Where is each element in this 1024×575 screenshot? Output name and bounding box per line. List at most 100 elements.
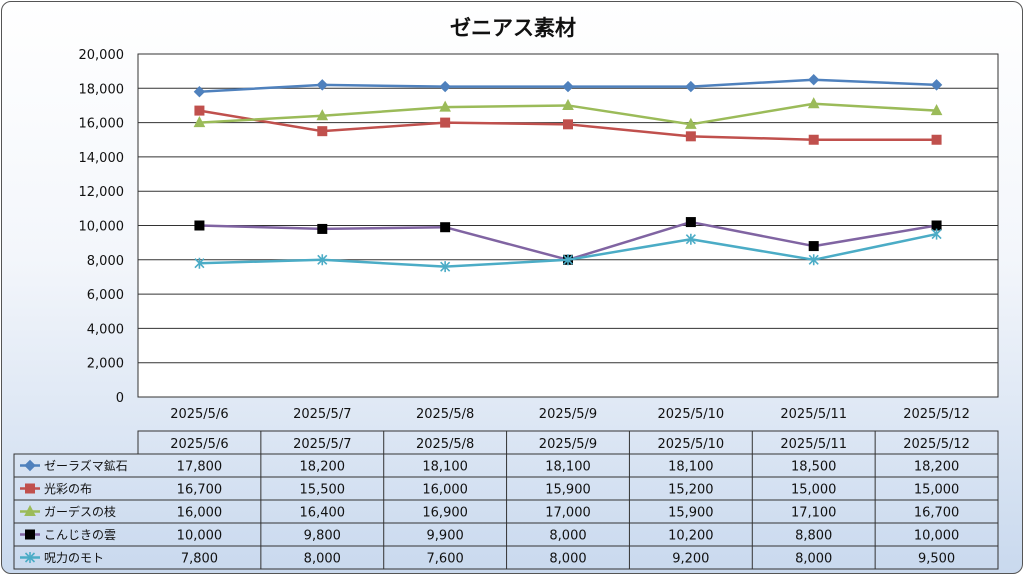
table-cell: 8,000 bbox=[549, 529, 586, 544]
table-header-cell: 2025/5/12 bbox=[903, 437, 970, 452]
data-point bbox=[931, 228, 942, 240]
data-point bbox=[808, 134, 819, 145]
data-point bbox=[808, 254, 819, 266]
series-1 bbox=[193, 74, 943, 98]
data-point bbox=[685, 217, 696, 228]
table-cell: 16,000 bbox=[177, 506, 223, 521]
table-cell: 16,900 bbox=[422, 506, 468, 521]
data-point bbox=[193, 86, 206, 98]
series-name: 光彩の布 bbox=[44, 482, 92, 496]
table-cell: 15,500 bbox=[300, 483, 346, 498]
table-cell: 18,100 bbox=[668, 460, 714, 475]
series-name: 呪力のモト bbox=[44, 551, 104, 565]
series-name: こんじきの雲 bbox=[44, 528, 116, 542]
data-point bbox=[563, 119, 573, 130]
legend-key bbox=[20, 483, 40, 494]
y-tick-label: 2,000 bbox=[87, 357, 124, 372]
series-5 bbox=[194, 228, 942, 273]
table-cell: 18,100 bbox=[422, 460, 468, 475]
table-cell: 16,400 bbox=[300, 506, 346, 521]
table-cell: 7,600 bbox=[427, 552, 464, 567]
legend-key bbox=[20, 552, 40, 563]
x-tick-label: 2025/5/9 bbox=[539, 407, 597, 422]
data-point bbox=[807, 97, 820, 109]
series-name: ガーデスの枝 bbox=[44, 504, 116, 519]
table-cell: 16,000 bbox=[422, 483, 468, 498]
table-cell: 15,900 bbox=[545, 483, 591, 498]
data-point bbox=[562, 98, 574, 110]
data-point bbox=[439, 100, 451, 112]
table-header-cell: 2025/5/11 bbox=[780, 437, 847, 452]
x-tick-label: 2025/5/11 bbox=[780, 407, 847, 422]
table-cell: 8,000 bbox=[304, 552, 341, 567]
table-header-cell: 2025/5/8 bbox=[416, 437, 474, 452]
data-point bbox=[685, 233, 696, 245]
data-point bbox=[685, 80, 697, 93]
table-header-cell: 2025/5/7 bbox=[293, 437, 351, 452]
y-tick-label: 16,000 bbox=[79, 117, 125, 132]
legend-key bbox=[20, 459, 40, 472]
data-point bbox=[317, 126, 328, 137]
y-tick-label: 20,000 bbox=[79, 48, 125, 63]
data-point bbox=[193, 116, 206, 128]
data-point bbox=[439, 80, 451, 93]
y-tick-label: 14,000 bbox=[79, 151, 125, 166]
y-tick-label: 6,000 bbox=[87, 288, 124, 303]
y-tick-label: 8,000 bbox=[87, 254, 124, 269]
table-cell: 18,100 bbox=[545, 460, 591, 475]
table-cell: 15,000 bbox=[914, 483, 960, 498]
x-tick-label: 2025/5/8 bbox=[416, 407, 474, 422]
data-point bbox=[440, 261, 451, 273]
table-cell: 9,900 bbox=[427, 529, 464, 544]
data-point bbox=[808, 241, 819, 252]
data-point bbox=[24, 459, 36, 472]
legend-key bbox=[20, 504, 40, 516]
data-point bbox=[25, 529, 35, 540]
table-cell: 9,200 bbox=[672, 552, 709, 567]
y-tick-label: 4,000 bbox=[87, 322, 124, 337]
table-cell: 10,000 bbox=[914, 529, 960, 544]
table-cell: 7,800 bbox=[181, 552, 218, 567]
table-cell: 10,200 bbox=[668, 529, 714, 544]
data-point bbox=[194, 105, 205, 116]
x-tick-label: 2025/5/6 bbox=[170, 407, 228, 422]
table-cell: 17,000 bbox=[545, 506, 591, 521]
data-point bbox=[685, 117, 697, 129]
table-cell: 18,500 bbox=[791, 460, 837, 475]
series-3 bbox=[193, 97, 943, 129]
table-cell: 8,000 bbox=[795, 552, 832, 567]
data-point bbox=[317, 254, 328, 266]
table-header-cell: 2025/5/9 bbox=[539, 437, 597, 452]
table-cell: 15,200 bbox=[668, 483, 714, 498]
y-tick-label: 10,000 bbox=[79, 220, 125, 235]
table-header-cell: 2025/5/6 bbox=[170, 437, 228, 452]
chart-title: ゼニアス素材 bbox=[450, 16, 576, 40]
data-table: 2025/5/6 2025/5/7 2025/5/8 2025/5/9 2025/5/1… bbox=[13, 430, 999, 570]
data-point bbox=[930, 79, 943, 91]
x-tick-label: 2025/5/10 bbox=[658, 407, 725, 422]
data-point bbox=[25, 483, 35, 494]
table-cell: 17,100 bbox=[791, 506, 837, 521]
data-point bbox=[562, 254, 574, 266]
y-tick-label: 0 bbox=[116, 391, 124, 406]
data-point bbox=[440, 222, 451, 233]
table-cell: 8,800 bbox=[795, 529, 832, 544]
x-tick-label: 2025/5/12 bbox=[903, 407, 970, 422]
data-point bbox=[685, 131, 696, 142]
data-point bbox=[316, 109, 329, 121]
data-point bbox=[808, 74, 820, 86]
data-point bbox=[930, 104, 943, 116]
table-cell: 9,800 bbox=[304, 529, 341, 544]
data-point bbox=[316, 79, 328, 91]
data-point bbox=[24, 552, 36, 563]
table-cell: 18,200 bbox=[300, 460, 346, 475]
table-cell: 15,900 bbox=[668, 506, 714, 521]
table-header-cell: 2025/5/10 bbox=[658, 437, 725, 452]
table-cell: 16,700 bbox=[177, 483, 223, 498]
table-cell: 18,200 bbox=[914, 460, 960, 475]
y-tick-label: 12,000 bbox=[79, 185, 125, 200]
data-point bbox=[317, 223, 328, 234]
x-tick-label: 2025/5/7 bbox=[293, 407, 351, 422]
